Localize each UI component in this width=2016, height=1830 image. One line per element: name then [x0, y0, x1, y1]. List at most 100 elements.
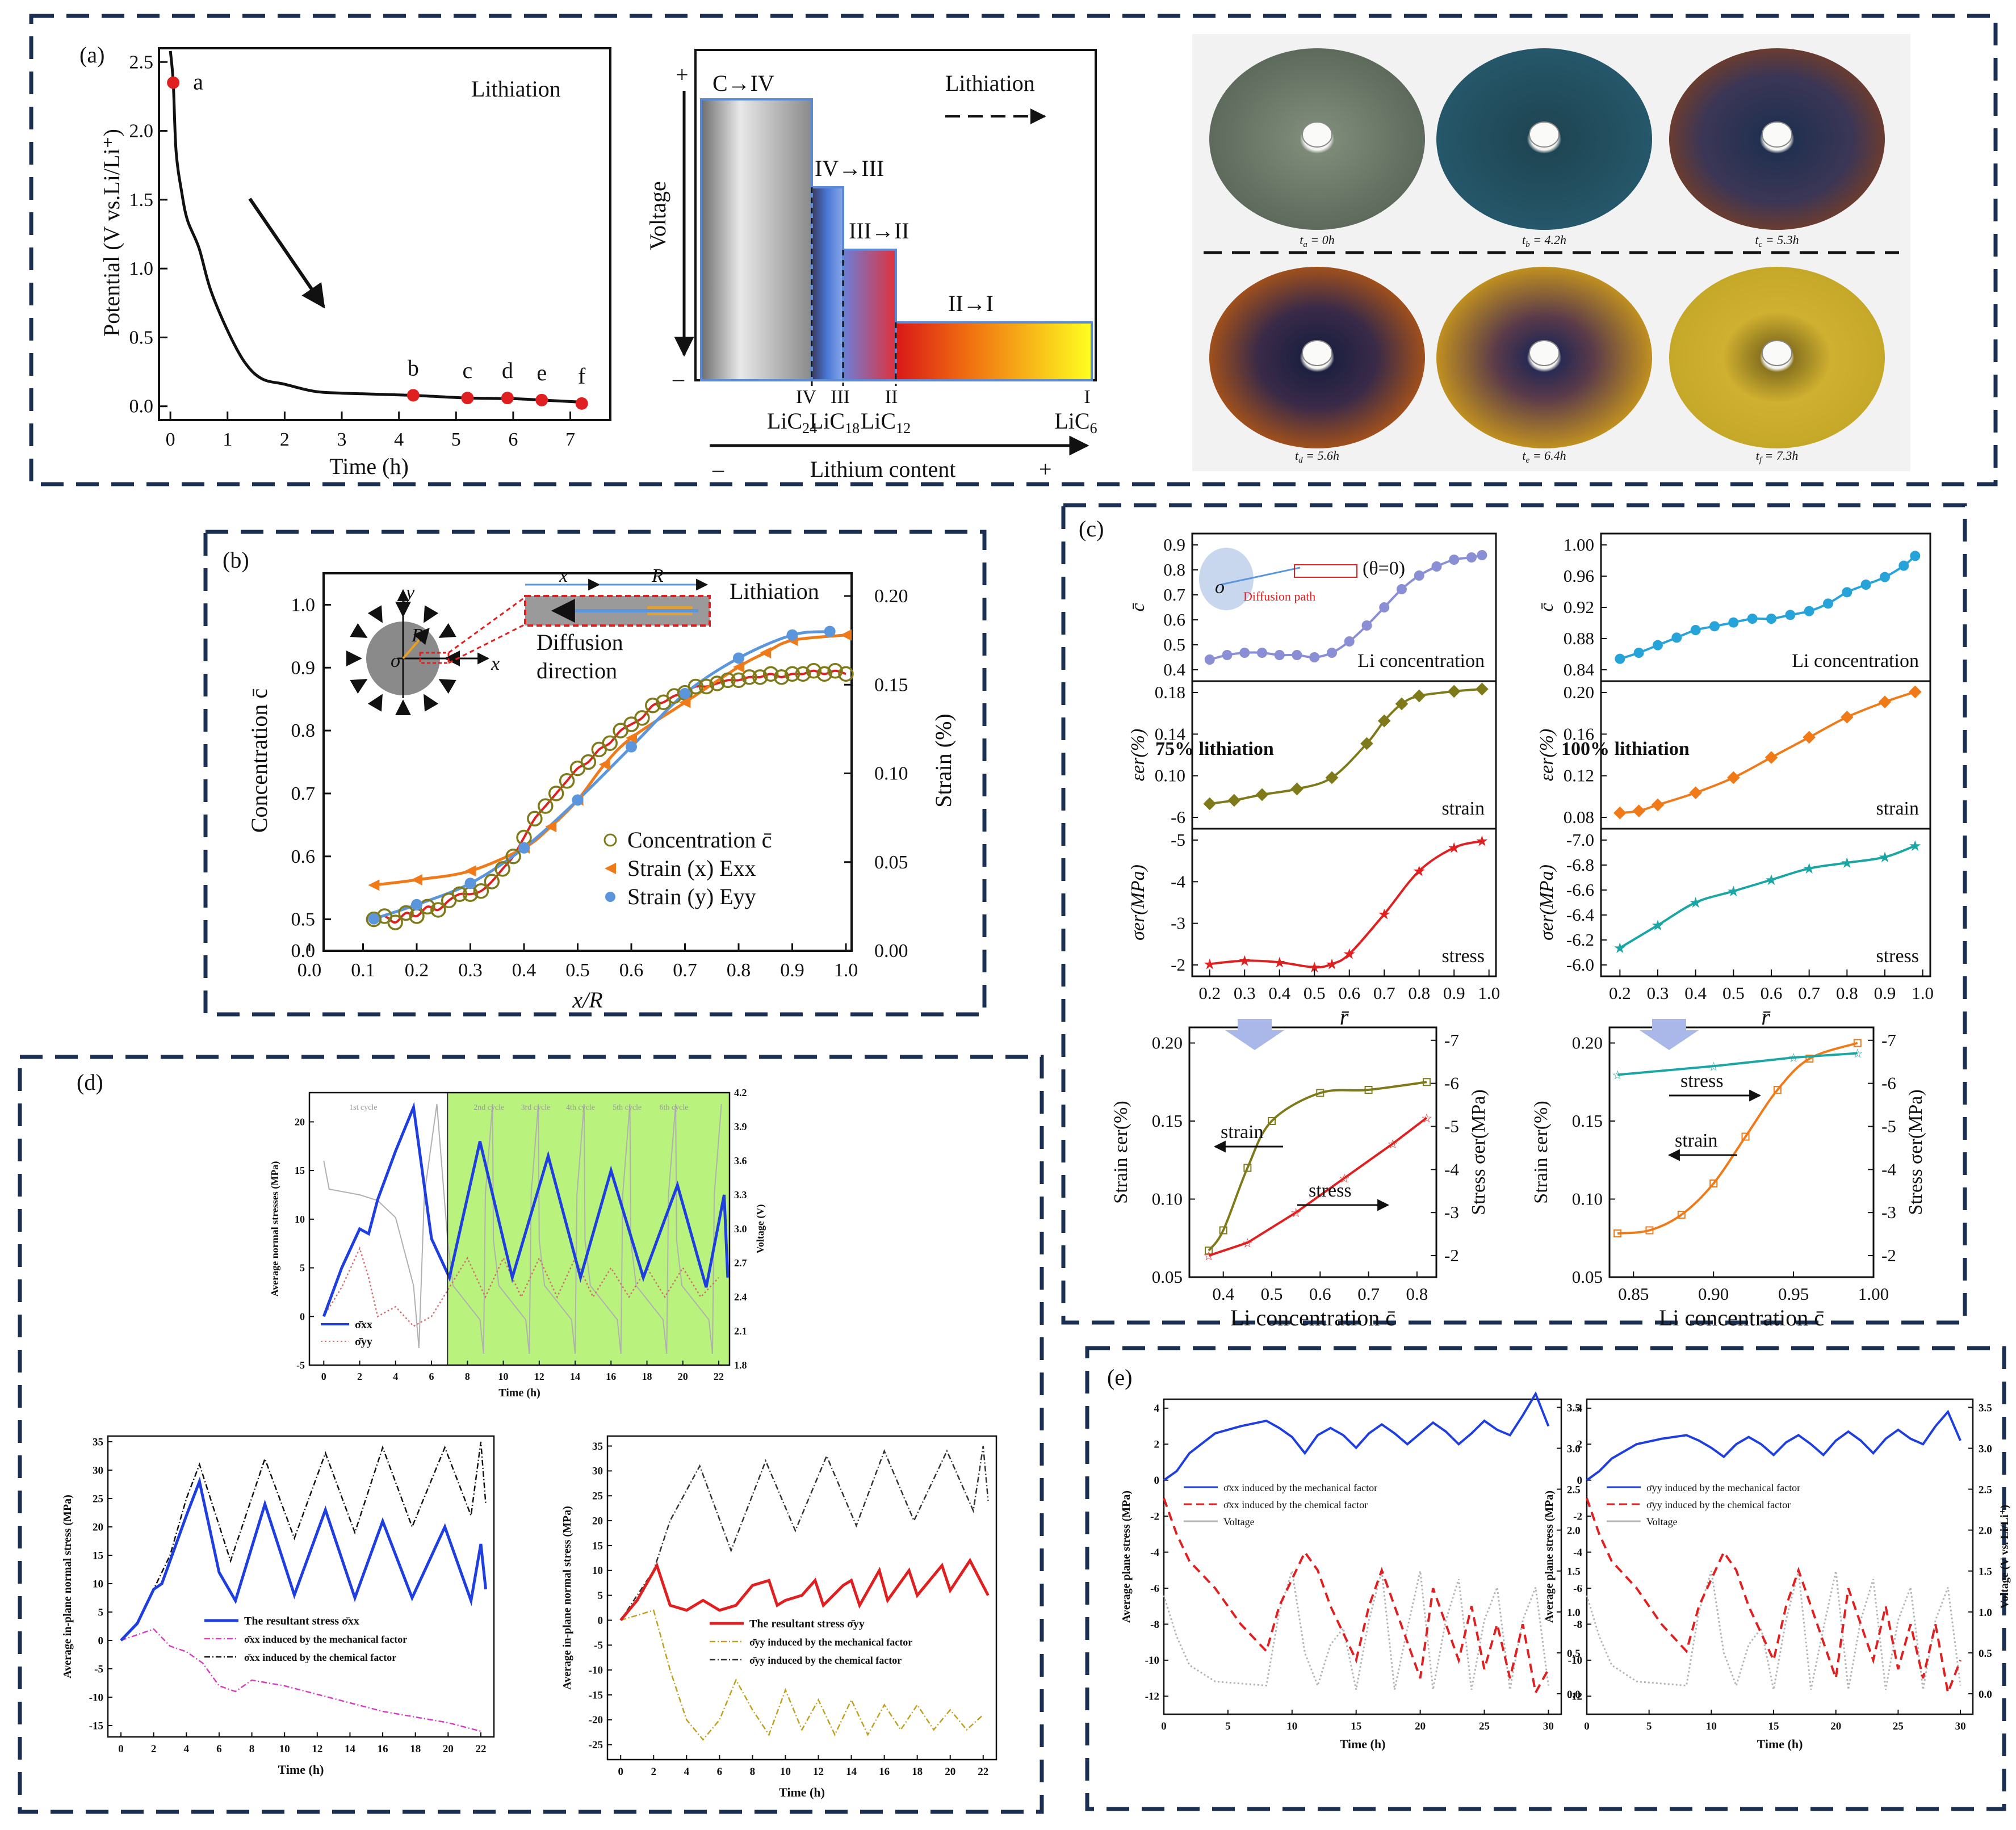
y-tick-label: 10	[295, 1214, 305, 1225]
x-tick-label: 0.2	[405, 960, 429, 981]
d-legend-syy: σ̄yy	[355, 1336, 372, 1348]
c-y-tick-label: 0.14	[1155, 724, 1186, 744]
d-voltage-line	[323, 1103, 722, 1354]
e-y2-tick-label: 0.5	[1567, 1648, 1581, 1660]
c-bottom-y-tick-label: 0.15	[1152, 1111, 1183, 1131]
c-bottom-strain-point	[1613, 1229, 1622, 1237]
c-y-tick-label: -2	[1171, 955, 1185, 975]
y-tick-label: -15	[589, 1689, 603, 1701]
concentration-point	[741, 669, 757, 685]
c-y-tick-label: -5	[1171, 830, 1185, 850]
c-y-tick-label: 0.5	[1163, 635, 1185, 654]
x-tick-label: 0.5	[565, 960, 590, 981]
c-strain-point	[1395, 697, 1409, 711]
exx-point	[598, 758, 610, 770]
eyy-point	[572, 794, 584, 806]
point-label-a: a	[193, 69, 203, 95]
c-conc-point	[1431, 561, 1442, 572]
b-plot-frame	[322, 572, 853, 952]
c-stress-point: ★	[1727, 883, 1740, 900]
c-x-tick-label: 0.5	[1304, 983, 1326, 1003]
c-bottom-y-tick-label: 0.20	[1152, 1033, 1183, 1053]
y-tick-label: -12	[1145, 1691, 1159, 1703]
x-tick-label: 4	[684, 1766, 690, 1778]
b-ticks: 0.0 0.1 0.2 0.3 0.4 0.5 0.6 0.7 0.8 0.9 1.0 0.0 0.5 0…	[291, 586, 908, 981]
y-tick-label: 5	[300, 1262, 305, 1274]
b-xlabel: x/R	[572, 987, 602, 1013]
c-strain-point	[1325, 771, 1339, 784]
c-bottom-strain-label: strain	[1675, 1130, 1718, 1151]
panel-d: 0 2 4 6 8 10 12 14 16 18 20 22-5051015201.82.12.42.…	[61, 1087, 997, 1799]
c-strain-point	[1841, 711, 1854, 724]
x-tick-label: 0	[1584, 1720, 1590, 1732]
c-bottom-y-tick-label: 0.10	[1572, 1189, 1603, 1209]
y-tick-label: 0.0	[291, 941, 316, 962]
e-y2-tick-label: 1.0	[1567, 1607, 1581, 1619]
c-bottom-stress-label: stress	[1309, 1180, 1352, 1201]
d-right-xlabel: Time (h)	[779, 1785, 825, 1799]
c-stress-point: ★	[1651, 917, 1664, 934]
c-strain-point	[1651, 798, 1665, 812]
c-stress-point: ★	[1378, 906, 1391, 922]
c-y-tick-label: 0.16	[1564, 724, 1594, 744]
c-conc-point	[1709, 621, 1720, 632]
y-tick-label: 2	[1577, 1439, 1583, 1451]
trend-arrow	[248, 198, 325, 309]
c-strain-point	[1878, 695, 1892, 708]
inset-r: R	[651, 565, 664, 586]
photo-time-label: tb = 4.2h	[1522, 233, 1566, 249]
c-bottom-y2-tick-label: -4	[1881, 1159, 1896, 1179]
inset-o: o	[1215, 577, 1225, 598]
point-label-b: b	[408, 355, 419, 380]
y-tick-label: 5	[598, 1590, 603, 1602]
c-conc-point	[1326, 648, 1337, 658]
c-row-tag: stress	[1876, 946, 1919, 967]
c-stress-point: ★	[1689, 895, 1702, 911]
step-iv-iii: IV→III	[815, 156, 884, 181]
c-stress-point: ★	[1325, 956, 1338, 972]
inset-x-axis: x	[491, 653, 500, 674]
x-tick-label: 16	[606, 1371, 616, 1382]
y-tick-label: 0.5	[291, 909, 316, 930]
concentration-point	[752, 669, 768, 685]
exx-point	[840, 629, 852, 641]
potential-curve	[169, 51, 582, 404]
arrow-down-right	[1640, 1019, 1699, 1050]
d-legend-sxx: σ̄xx	[355, 1319, 372, 1331]
y-tick-label: 1.5	[129, 190, 154, 211]
c-strain-point	[1255, 788, 1269, 801]
concentration-point	[816, 666, 832, 682]
c-inset: (θ=0) o Diffusion path	[1199, 548, 1405, 610]
exx-point	[545, 821, 557, 833]
d-y2-tick-label: 3.6	[734, 1155, 747, 1166]
c-conc-point	[1477, 550, 1487, 560]
exx-point	[368, 879, 380, 891]
x-tick-label: 14	[345, 1743, 356, 1755]
c-bottom-stress-line	[1208, 1117, 1428, 1257]
c-bottom-stress-line	[1617, 1052, 1858, 1076]
c-strain-point	[1447, 685, 1461, 698]
x-tick-label: 14	[570, 1371, 580, 1382]
c-stress-point: ★	[1878, 849, 1891, 866]
concentration-point	[806, 663, 822, 679]
c-conc-point	[1747, 614, 1758, 624]
c-bottom-stress-point: ☆	[1708, 1059, 1719, 1073]
concentration-strain-chart: 0.0 0.1 0.2 0.3 0.4 0.5 0.6 0.7 0.8 0.9 1.0 0.0 0.5 0…	[246, 565, 956, 1013]
c-conc-point	[1379, 602, 1390, 612]
c-bottom-ylabel: Strain εer(%)	[1110, 1101, 1131, 1203]
stage-iii-bar	[811, 186, 844, 381]
e-y2-tick-label: 3.0	[1567, 1443, 1581, 1455]
c-stress-point: ★	[1764, 872, 1778, 888]
concentration-point	[494, 861, 510, 877]
y-tick-label: -10	[89, 1692, 103, 1703]
c-stress-point: ★	[1203, 956, 1216, 972]
c-strain-point	[1360, 737, 1373, 750]
d-y2-tick-label: 3.9	[734, 1121, 747, 1132]
inset-radius: R	[411, 625, 424, 646]
c-stress-point: ★	[1238, 952, 1251, 969]
c-bottom-strain-point	[1741, 1132, 1750, 1141]
c-bottom-strain-label: strain	[1221, 1122, 1264, 1143]
x-tick-label: 18	[642, 1371, 652, 1382]
potential-points: a b c d e f	[167, 69, 588, 410]
